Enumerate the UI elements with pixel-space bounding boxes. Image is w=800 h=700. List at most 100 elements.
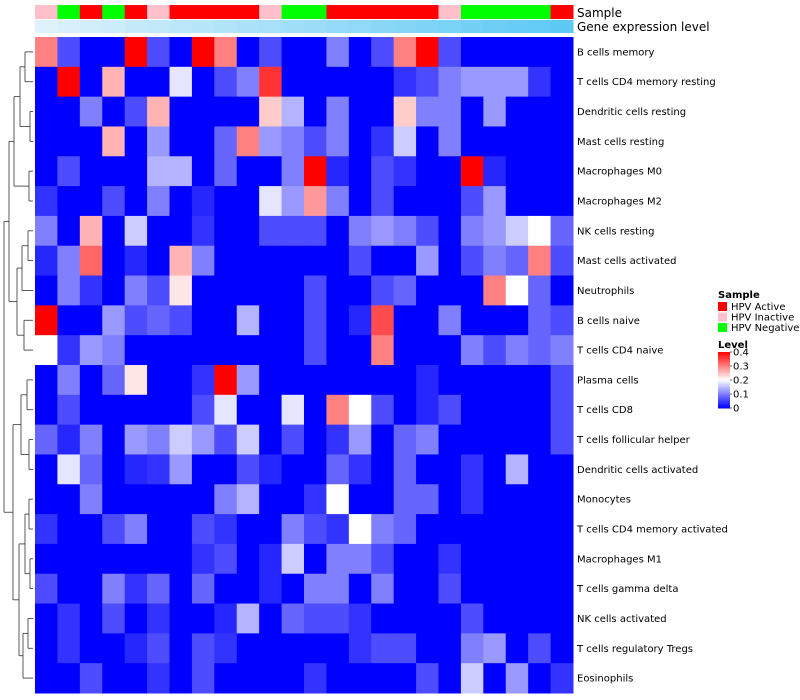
heatmap-cell [57, 305, 81, 336]
level-gradient-step [718, 391, 730, 394]
heatmap-cell [393, 573, 417, 605]
sample-annotation-cell [483, 5, 507, 19]
heatmap-cell [281, 245, 305, 277]
level-gradient-step [718, 381, 730, 384]
heatmap-cell [460, 126, 484, 157]
row-label: T cells CD4 naive [576, 346, 663, 357]
heatmap-cell [169, 484, 193, 515]
sample-legend-label: HPV Inactive [731, 313, 794, 324]
heatmap-cell [169, 365, 193, 396]
heatmap-cell [326, 424, 350, 455]
sample-annotation-cell [505, 5, 529, 19]
heatmap-cell [438, 663, 462, 694]
heatmap-cell [236, 603, 260, 634]
level-gradient-step [718, 406, 730, 409]
heatmap-cell [214, 245, 238, 277]
heatmap-cell [438, 454, 462, 485]
heatmap-cell [393, 514, 417, 545]
heatmap-cell [191, 66, 215, 98]
sample-annotation-cell [304, 5, 327, 19]
heatmap-cell [460, 275, 484, 306]
heatmap-cell [438, 96, 462, 127]
heatmap-cell [348, 215, 372, 247]
heatmap-cell [528, 394, 552, 426]
heatmap-cell [79, 305, 103, 336]
heatmap-cell [460, 484, 484, 515]
heatmap-cell [281, 275, 305, 306]
heatmap-cell [438, 573, 462, 605]
sample-annotation-cell [102, 5, 126, 19]
heatmap-cell [259, 484, 283, 515]
heatmap-cell [102, 633, 126, 664]
heatmap-cell [169, 275, 193, 306]
heatmap-cell [259, 186, 283, 217]
heatmap-cell [57, 454, 81, 485]
heatmap-cell [102, 454, 126, 485]
heatmap-cell [304, 156, 327, 187]
heatmap-cell [371, 66, 395, 98]
heatmap-cell [483, 186, 507, 217]
heatmap-cell [57, 156, 81, 187]
heatmap-cell [35, 96, 58, 127]
heatmap-cell [79, 663, 103, 694]
heatmap-cell [57, 96, 81, 127]
row-dendrogram [3, 51, 33, 679]
heatmap-cell [304, 96, 327, 127]
heatmap-cell [460, 305, 484, 336]
sample-annotation-cell [348, 5, 372, 19]
heatmap-cell [147, 275, 170, 306]
heatmap-cell [326, 245, 350, 277]
heatmap-cell [79, 543, 103, 575]
heatmap-cell [35, 573, 58, 605]
level-gradient-step [718, 401, 730, 403]
heatmap-cell [214, 454, 238, 485]
expression-annotation-cell [371, 20, 395, 33]
level-tick-label: 0.1 [733, 390, 749, 401]
heatmap-cell [438, 484, 462, 515]
heatmap-cell [191, 633, 215, 664]
expression-annotation-cell [236, 20, 260, 33]
heatmap-cell [483, 37, 507, 68]
heatmap-cell [214, 66, 238, 98]
heatmap-cell [438, 424, 462, 455]
heatmap-cell [79, 245, 103, 277]
heatmap-cell [281, 573, 305, 605]
heatmap-cell [416, 305, 439, 336]
heatmap-cell [483, 633, 507, 664]
heatmap-cell [528, 603, 552, 634]
heatmap-cell [191, 543, 215, 575]
expression-annotation-cell [169, 20, 193, 33]
heatmap-cell [35, 543, 58, 575]
heatmap-cell [505, 186, 529, 217]
heatmap-cell [35, 305, 58, 336]
heatmap-cell [147, 663, 170, 694]
heatmap-cell [259, 424, 283, 455]
heatmap-cell [102, 543, 126, 575]
heatmap-cell [281, 156, 305, 187]
heatmap-cell [102, 275, 126, 306]
heatmap-cell [460, 633, 484, 664]
heatmap-cell [483, 126, 507, 157]
heatmap-cell [169, 543, 193, 575]
heatmap-cell [191, 96, 215, 127]
heatmap-cell [191, 484, 215, 515]
heatmap-cell [550, 186, 574, 217]
sample-annotation-cell [460, 5, 484, 19]
heatmap-cell [169, 215, 193, 247]
heatmap-cell [371, 543, 395, 575]
heatmap-cell [326, 394, 350, 426]
heatmap-cell [281, 126, 305, 157]
sample-annotation-cell [416, 5, 439, 19]
heatmap-cell [281, 394, 305, 426]
row-label: Dendritic cells resting [577, 107, 686, 118]
sample-annotation-cell [259, 5, 283, 19]
heatmap-cell [505, 66, 529, 98]
heatmap-cell [57, 365, 81, 396]
heatmap-cell [281, 37, 305, 68]
heatmap-cell [147, 186, 170, 217]
level-gradient-step [718, 384, 730, 387]
level-gradient-step [718, 370, 730, 373]
heatmap-cell [416, 37, 439, 68]
heatmap-cell [460, 663, 484, 694]
